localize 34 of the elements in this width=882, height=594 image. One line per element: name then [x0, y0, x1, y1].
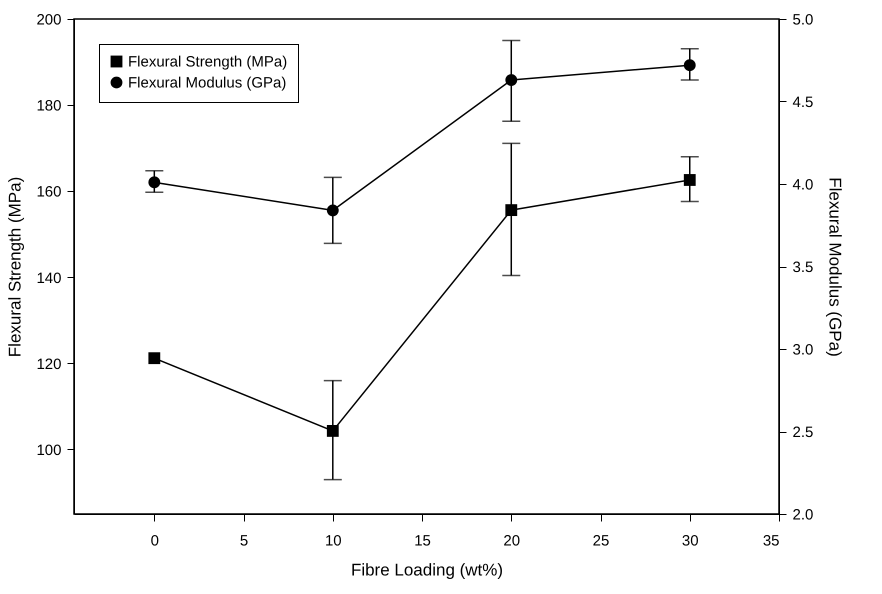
y2-tick-label: 4.5	[792, 94, 814, 111]
y-axis-title: Flexural Strength (MPa)	[5, 176, 24, 358]
y2-tick-label: 2.0	[792, 506, 814, 524]
x-axis-title: Fibre Loading (wt%)	[350, 560, 504, 580]
y2-tick-label: 4.0	[792, 176, 814, 194]
y-tick-label: 100	[36, 442, 62, 459]
x-tick-label: 25	[592, 532, 610, 550]
y2-tick-label: 5.0	[792, 12, 814, 28]
y-tick-label: 140	[36, 270, 62, 287]
x-tick-label: 20	[503, 532, 520, 550]
point	[505, 204, 518, 216]
y2-tick-label: 3.5	[792, 259, 814, 276]
y2-tick-label: 3.0	[792, 342, 814, 358]
legend-label: Flexural Strength (MPa)	[128, 54, 288, 70]
point	[148, 352, 160, 364]
y-tick-label: 160	[36, 184, 62, 201]
point	[684, 174, 696, 186]
point	[326, 204, 339, 216]
legend-label: Flexural Modulus (GPa)	[128, 74, 286, 92]
point	[505, 74, 518, 86]
point	[326, 425, 339, 437]
x-tick-label: 10	[324, 532, 342, 550]
x-tick-label: 5	[240, 532, 248, 550]
y-tick-label: 120	[36, 356, 62, 373]
x-tick-label: 35	[762, 532, 780, 550]
y-tick-label: 180	[36, 98, 62, 115]
y2-tick-label: 2.5	[792, 424, 814, 441]
y2-axis-title: Flexural Modulus (GPa)	[825, 177, 844, 357]
point	[684, 59, 696, 72]
x-tick-label: 15	[414, 532, 431, 550]
x-tick-label: 30	[682, 532, 699, 550]
x-tick-label: 0	[150, 532, 159, 550]
y-tick-label: 200	[36, 12, 62, 28]
point	[148, 176, 160, 188]
